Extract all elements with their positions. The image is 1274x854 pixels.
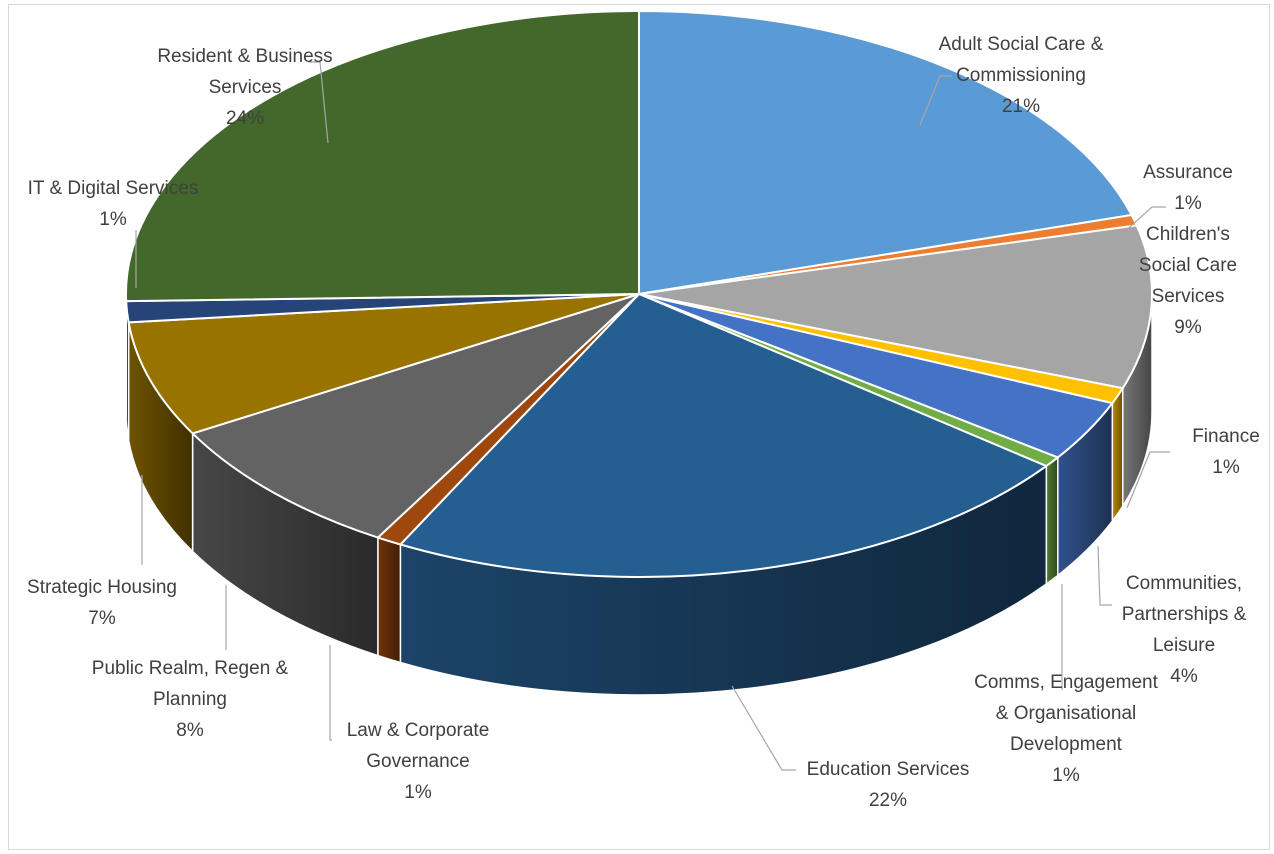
pie-top-faces <box>125 10 1153 578</box>
leader-line-finance <box>1126 451 1170 509</box>
data-label-percent-communities-partnerships-leisure: 4% <box>1170 666 1198 687</box>
leader-line-law-corporate-governance <box>329 645 332 741</box>
slice-public-realm-regen-planning <box>191 293 640 539</box>
data-label-adult-social-care-commissioning: Adult Social Care & <box>939 34 1104 55</box>
data-label-law-corporate-governance: Governance <box>366 751 470 772</box>
data-label-percent-resident-business-services: 24% <box>226 108 264 129</box>
data-label-public-realm-regen-planning: Planning <box>153 689 227 710</box>
data-label-children-s-social-care-services: Social Care <box>1139 255 1237 276</box>
data-label-communities-partnerships-leisure: Leisure <box>1153 635 1215 656</box>
data-label-percent-law-corporate-governance: 1% <box>404 782 432 803</box>
data-label-children-s-social-care-services: Services <box>1152 286 1225 307</box>
data-label-percent-it-digital-services: 1% <box>99 209 127 230</box>
slice-strategic-housing <box>127 293 640 435</box>
slice-education-services <box>399 293 1048 578</box>
data-label-percent-comms-engagement-organisational-development: 1% <box>1052 765 1080 786</box>
data-label-finance: Finance <box>1192 426 1260 447</box>
data-label-communities-partnerships-leisure: Communities, <box>1126 573 1242 594</box>
slice-adult-social-care-commissioning <box>638 10 1133 295</box>
data-label-percent-education-services: 22% <box>869 790 907 811</box>
chart-title-cropped <box>0 0 1274 4</box>
leader-line-resident-business-services <box>308 61 329 144</box>
data-label-assurance: Assurance <box>1143 162 1233 183</box>
leader-line-education-services <box>731 685 796 771</box>
side-wall-finance <box>1111 385 1124 524</box>
data-label-adult-social-care-commissioning: Commissioning <box>956 65 1086 86</box>
data-label-resident-business-services: Services <box>209 77 282 98</box>
data-label-percent-strategic-housing: 7% <box>88 608 116 629</box>
data-label-resident-business-services: Resident & Business <box>157 46 332 67</box>
data-label-comms-engagement-organisational-development: & Organisational <box>996 703 1136 724</box>
data-label-strategic-housing: Strategic Housing <box>27 577 177 598</box>
data-label-percent-finance: 1% <box>1212 457 1240 478</box>
data-label-comms-engagement-organisational-development: Development <box>1010 734 1123 755</box>
data-labels: Adult Social Care & Commissioning 21% Assur… <box>27 34 1260 811</box>
data-label-it-digital-services: IT & Digital Services <box>28 178 199 199</box>
data-label-percent-adult-social-care-commissioning: 21% <box>1002 96 1040 117</box>
data-label-comms-engagement-organisational-development: Comms, Engagement <box>974 672 1158 693</box>
leader-line-adult-social-care-commissioning <box>919 75 952 126</box>
data-label-percent-public-realm-regen-planning: 8% <box>176 720 204 741</box>
data-label-percent-assurance: 1% <box>1174 193 1202 214</box>
side-wall-comms-engagement-organisational-development <box>1045 455 1059 586</box>
side-wall-law-corporate-governance <box>377 536 402 664</box>
data-label-children-s-social-care-services: Children's <box>1146 224 1230 245</box>
data-label-public-realm-regen-planning: Public Realm, Regen & <box>92 658 289 679</box>
data-label-education-services: Education Services <box>807 759 970 780</box>
data-label-percent-children-s-social-care-services: 9% <box>1174 317 1202 338</box>
leader-line-communities-partnerships-leisure <box>1097 545 1112 606</box>
data-label-communities-partnerships-leisure: Partnerships & <box>1122 604 1247 625</box>
pie-side-walls <box>125 293 1153 696</box>
leader-line-assurance <box>1111 206 1166 244</box>
data-label-law-corporate-governance: Law & Corporate <box>347 720 490 741</box>
leader-lines <box>135 61 1170 771</box>
slice-children-s-social-care-services <box>638 224 1153 390</box>
